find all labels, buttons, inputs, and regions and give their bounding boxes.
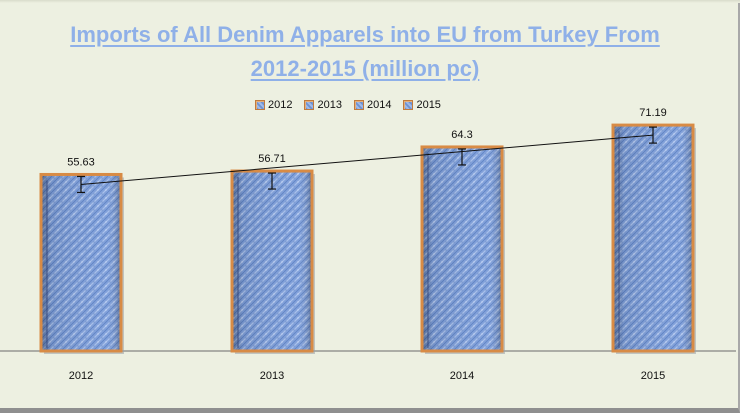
legend-swatch-icon — [255, 100, 265, 110]
bar-shade-2013 — [233, 172, 311, 350]
chart-title-line-1: Imports of All Denim Apparels into EU fr… — [70, 22, 660, 47]
bar-shade-2015 — [614, 126, 692, 350]
legend-item-2015: 2015 — [403, 99, 441, 111]
legend-item-2012: 2012 — [255, 99, 292, 111]
legend-label-2014: 2014 — [366, 99, 392, 111]
error-bar-2015 — [649, 126, 657, 144]
x-tick-label-2013: 2013 — [260, 370, 284, 382]
x-tick-label-2014: 2014 — [450, 370, 474, 382]
legend-swatch-icon — [353, 100, 364, 110]
x-tick-label-2015: 2015 — [641, 370, 665, 382]
trendline — [80, 134, 654, 185]
error-bar-2013 — [268, 172, 276, 190]
data-label-2015: 71.19 — [639, 107, 667, 119]
bar-shade-2014 — [423, 148, 501, 350]
legend-swatch-icon — [403, 100, 414, 110]
legend-label-2015: 2015 — [416, 99, 441, 111]
legend-label-2013: 2013 — [317, 99, 342, 111]
x-tick-label-2012: 2012 — [69, 370, 93, 382]
trendline-layer — [77, 126, 657, 194]
data-label-2012: 55.63 — [67, 156, 95, 168]
legend: 2012 2013 2014 2015 — [255, 96, 441, 114]
chart-title: Imports of All Denim Apparels into EU fr… — [40, 18, 690, 86]
legend-item-2014: 2014 — [353, 99, 392, 111]
chart-title-line-2: 2012-2015 (million pc) — [250, 56, 480, 81]
data-label-2013: 56.71 — [258, 153, 286, 165]
legend-swatch-icon — [304, 100, 315, 110]
legend-item-2013: 2013 — [304, 99, 342, 111]
frame-top-shadow — [0, 0, 740, 3]
labels-layer: 55.63 2012 56.71 2013 64.3 2014 71.19 2015 — [67, 107, 667, 382]
data-label-2014: 64.3 — [451, 129, 472, 141]
legend-label-2012: 2012 — [268, 99, 293, 111]
bar-shade-2012 — [42, 175, 120, 350]
error-bar-2014 — [458, 148, 466, 166]
bars-layer — [39, 123, 696, 354]
error-bar-2012 — [77, 175, 85, 194]
